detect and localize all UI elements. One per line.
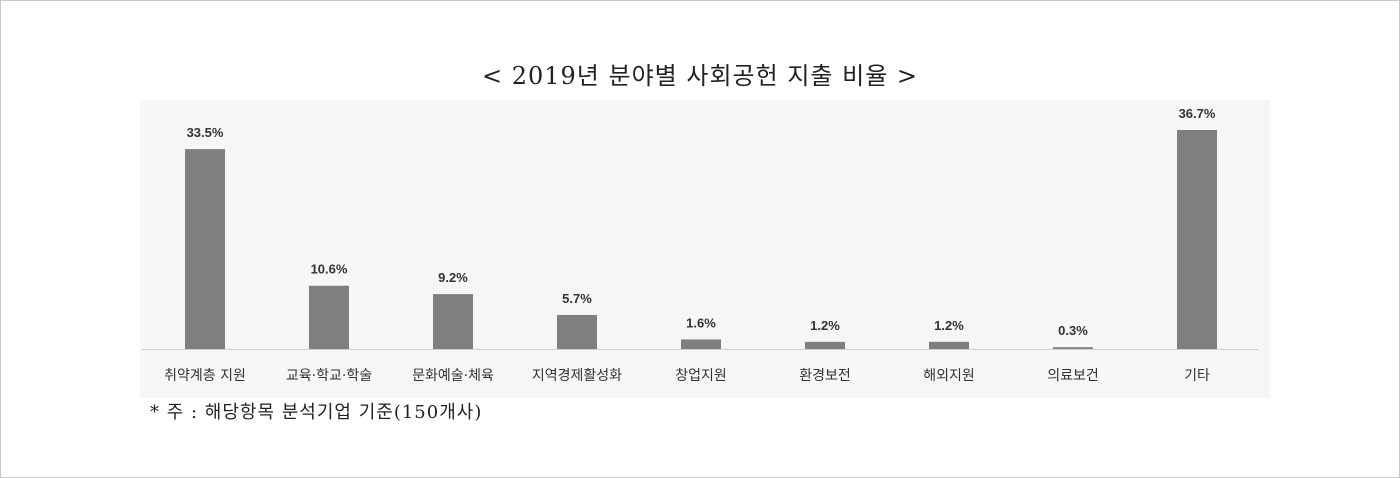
data-label: 5.7% (562, 291, 592, 306)
data-label: 0.3% (1058, 323, 1088, 338)
bar (1177, 130, 1217, 349)
footnote: * 주 : 해당항목 분석기업 기준(150개사) (150, 402, 483, 423)
bar (433, 294, 473, 349)
x-tick-label: 기타 (1184, 368, 1210, 384)
x-tick-label: 교육·학교·학술 (286, 368, 372, 384)
data-label: 1.2% (810, 318, 840, 333)
x-tick-label: 지역경제활성화 (532, 368, 622, 384)
x-tick-label: 창업지원 (675, 368, 727, 384)
chart-title: < 2019년 분야별 사회공헌 지출 비율 > (481, 62, 919, 90)
data-label: 10.6% (311, 262, 348, 277)
data-label: 1.6% (686, 315, 716, 330)
bar (309, 285, 349, 349)
data-label: 9.2% (438, 270, 468, 285)
data-label: 36.7% (1179, 106, 1216, 121)
bar (185, 149, 225, 349)
bar (557, 314, 597, 349)
bar (1053, 347, 1093, 349)
bar (929, 341, 969, 349)
x-tick-label: 의료보건 (1047, 368, 1099, 384)
data-label: 1.2% (934, 318, 964, 333)
x-tick-label: 취약계층 지원 (164, 368, 246, 384)
x-tick-label: 환경보전 (799, 368, 851, 384)
bar (805, 341, 845, 349)
data-label: 33.5% (187, 125, 224, 140)
bar (681, 339, 721, 349)
x-tick-label: 문화예술·체육 (412, 368, 494, 384)
x-tick-label: 해외지원 (923, 368, 975, 384)
